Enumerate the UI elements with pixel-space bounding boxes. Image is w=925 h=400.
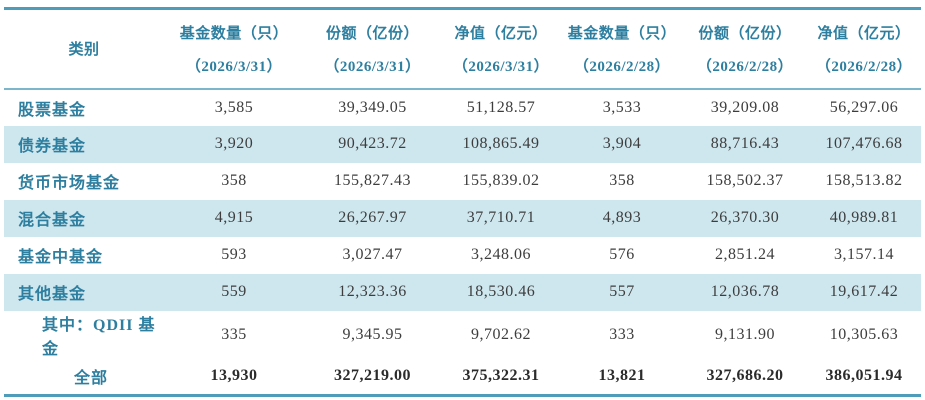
row-value: 155,839.02: [462, 172, 540, 189]
row-value: 386,051.94: [825, 367, 903, 385]
row-value: 37,710.71: [466, 209, 536, 226]
table-row: 混合基金 4,915 26,267.97 37,710.71 4,893 26,370.3…: [4, 199, 921, 237]
header-title: 基金数量（只）: [567, 25, 677, 42]
row-value: 559: [221, 283, 247, 300]
row-value: 327,219.00: [334, 367, 411, 385]
row-value: 26,267.97: [338, 209, 407, 226]
header-date: （2026/2/28）: [573, 58, 671, 75]
row-value: 335: [221, 325, 247, 343]
header-date: （2026/2/28）: [696, 58, 794, 75]
row-category-label: 货币市场基金: [18, 175, 121, 192]
row-category-label: 全部: [74, 370, 109, 388]
table-row: 全部 13,930 327,219.00 375,322.31 13,821 327,68…: [4, 359, 921, 396]
row-value: 10,305.63: [829, 325, 899, 343]
table-body: 股票基金 3,585 39,349.05 51,128.57 3,533 39,209.0…: [4, 89, 921, 396]
row-value: 9,131.90: [715, 325, 775, 343]
row-value: 333: [609, 325, 635, 343]
row-value: 158,502.37: [706, 172, 784, 189]
row-value: 327,686.20: [706, 367, 784, 385]
row-value: 155,827.43: [334, 172, 411, 189]
header-nav-mar: 净值（亿元） （2026/3/31）: [441, 8, 561, 90]
row-value: 3,157.14: [834, 246, 894, 263]
row-value: 107,476.68: [825, 135, 903, 152]
row-value: 88,716.43: [710, 135, 780, 152]
header-date: （2026/3/31）: [185, 58, 283, 75]
row-value: 557: [609, 283, 635, 300]
row-value: 3,585: [214, 98, 254, 116]
row-category-label: 其他基金: [18, 286, 87, 303]
row-value: 9,345.95: [342, 325, 403, 343]
table-row: 货币市场基金 358 155,827.43 155,839.02 358 158,502.…: [4, 163, 921, 200]
row-value: 19,617.42: [829, 283, 899, 300]
row-value: 3,920: [214, 135, 254, 152]
header-title: 净值（亿元）: [817, 25, 911, 42]
header-title: 基金数量（只）: [179, 25, 289, 42]
header-shares-mar: 份额（亿份） （2026/3/31）: [304, 8, 441, 90]
row-value: 13,930: [210, 367, 258, 385]
header-date: （2026/3/31）: [452, 58, 550, 75]
header-title: 份额（亿份）: [325, 25, 419, 42]
header-title: 净值（亿元）: [454, 25, 548, 42]
header-date: （2026/2/28）: [815, 58, 913, 75]
row-value: 3,248.06: [471, 246, 531, 263]
header-shares-feb: 份额（亿份） （2026/2/28）: [683, 8, 807, 90]
row-value: 56,297.06: [829, 98, 899, 116]
row-value: 4,893: [602, 209, 642, 226]
row-value: 576: [609, 246, 635, 263]
header-nav-feb: 净值（亿元） （2026/2/28）: [807, 8, 921, 90]
header-fund-count-mar: 基金数量（只） （2026/3/31）: [164, 8, 304, 90]
row-value: 3,027.47: [342, 246, 403, 263]
row-value: 3,904: [602, 135, 642, 152]
row-value: 358: [221, 172, 247, 189]
row-value: 90,423.72: [338, 135, 407, 152]
row-value: 12,323.36: [338, 283, 407, 300]
row-category-label: 混合基金: [18, 212, 87, 229]
table-row: 债券基金 3,920 90,423.72 108,865.49 3,904 88,716.…: [4, 125, 921, 163]
row-value: 2,851.24: [715, 246, 775, 263]
row-value: 40,989.81: [829, 209, 899, 226]
row-value: 3,533: [602, 98, 642, 116]
row-category-label: 债券基金: [18, 138, 87, 155]
row-value: 12,036.78: [710, 283, 780, 300]
row-category-label: 基金中基金: [18, 249, 104, 266]
table-row: 股票基金 3,585 39,349.05 51,128.57 3,533 39,209.0…: [4, 89, 921, 126]
row-value: 18,530.46: [466, 283, 536, 300]
row-value: 108,865.49: [462, 135, 540, 152]
table-header: 类别 基金数量（只） （2026/3/31） 份额（亿份） （2026/3/31…: [4, 8, 921, 90]
fund-statistics-table: 类别 基金数量（只） （2026/3/31） 份额（亿份） （2026/3/31…: [4, 7, 921, 397]
row-value: 51,128.57: [466, 98, 536, 116]
row-value: 4,915: [214, 209, 254, 226]
header-category-label: 类别: [68, 42, 100, 59]
row-category-label: 其中：QDII 基金: [42, 316, 156, 358]
table-row: 基金中基金 593 3,027.47 3,248.06 576 2,851.24 3,157…: [4, 237, 921, 274]
header-category: 类别: [4, 8, 164, 90]
row-value: 358: [609, 172, 635, 189]
row-value: 9,702.62: [471, 325, 531, 343]
table-row: 其他基金 559 12,323.36 18,530.46 557 12,036.78 19,…: [4, 273, 921, 311]
row-value: 593: [221, 246, 247, 263]
header-date: （2026/3/31）: [324, 58, 421, 75]
row-value: 375,322.31: [462, 367, 540, 385]
row-value: 26,370.30: [710, 209, 780, 226]
row-value: 39,349.05: [338, 98, 407, 116]
header-fund-count-feb: 基金数量（只） （2026/2/28）: [561, 8, 683, 90]
row-value: 13,821: [598, 367, 646, 385]
row-value: 158,513.82: [825, 172, 903, 189]
row-category-label: 股票基金: [18, 101, 87, 119]
header-title: 份额（亿份）: [698, 25, 792, 42]
row-value: 39,209.08: [710, 98, 780, 116]
table-row: 其中：QDII 基金 335 9,345.95 9,702.62 333 9,131.90…: [4, 311, 921, 359]
